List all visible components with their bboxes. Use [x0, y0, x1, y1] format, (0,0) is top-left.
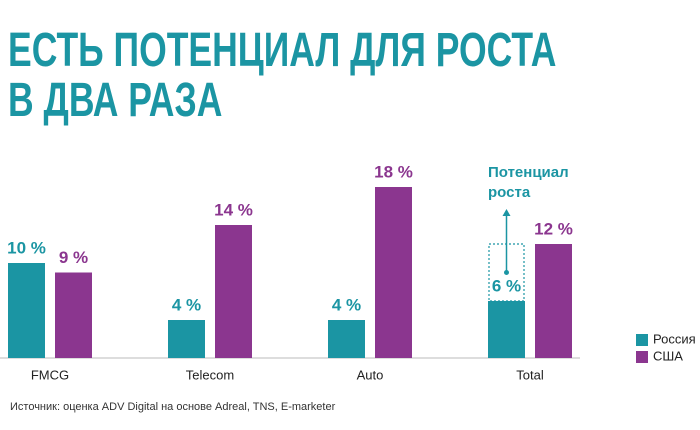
arrow-head: [502, 209, 511, 216]
bar: [8, 263, 45, 358]
legend-label: Россия: [653, 331, 696, 346]
value-label: 14 %: [214, 200, 253, 219]
legend-swatch: [636, 351, 648, 363]
bar: [488, 301, 525, 358]
annotation: Потенциал роста: [488, 164, 569, 201]
bar: [215, 225, 252, 358]
value-label: 10 %: [7, 238, 46, 257]
legend-label: США: [653, 348, 683, 363]
bar: [55, 272, 92, 358]
legend-swatch: [636, 334, 648, 346]
chart-title: ЕСТЬ ПОТЕНЦИАЛ ДЛЯ РОСТА В ДВА РАЗА: [8, 24, 557, 127]
value-label: 9 %: [59, 248, 88, 267]
value-label: 6 %: [492, 276, 521, 295]
source: Источник: оценка ADV Digital на основе A…: [10, 401, 336, 413]
bar: [328, 320, 365, 358]
value-label: 12 %: [534, 219, 573, 238]
value-label: 4 %: [332, 295, 361, 314]
x-tick-label: Auto: [357, 367, 384, 382]
value-label: 4 %: [172, 295, 201, 314]
x-tick-label: Total: [516, 367, 544, 382]
x-tick-label: Telecom: [186, 367, 234, 382]
value-label: 18 %: [374, 162, 413, 181]
x-tick-label: FMCG: [31, 367, 69, 382]
bar: [535, 244, 572, 358]
bar: [375, 187, 412, 358]
bar: [168, 320, 205, 358]
